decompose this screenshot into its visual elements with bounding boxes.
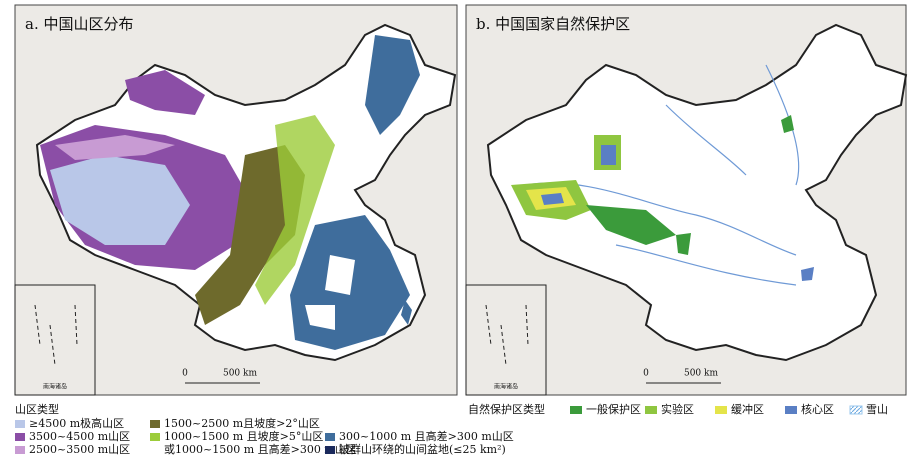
plain <box>305 255 355 330</box>
reserve-core <box>801 267 814 281</box>
legend-title: 自然保护区类型 <box>468 402 545 416</box>
inset <box>14 284 96 396</box>
panel-b: 南海诸岛 0 500 km b. 中国国家自然保护区 <box>465 4 907 396</box>
inset <box>465 284 547 396</box>
legend-swatch <box>645 406 657 414</box>
scale-label: 500 km <box>684 369 718 379</box>
legend-label: 核心区 <box>801 402 834 416</box>
legend-swatch <box>715 406 727 414</box>
legend-swatch <box>150 433 160 441</box>
panel-title: a. 中国山区分布 <box>25 15 133 33</box>
legend-label: 300~1000 m 且高差>300 m山区 <box>339 429 514 443</box>
scale-zero: 0 <box>643 369 649 379</box>
legend-swatch <box>785 406 797 414</box>
panel-a: 南海诸岛 0 500 km a. 中国山区分布 <box>14 4 458 396</box>
reserve-general <box>676 115 794 255</box>
legend-label: 或1000~1500 m 且高差>300 m山区 <box>164 442 357 456</box>
legend-label: 实验区 <box>661 402 694 416</box>
reserve-core <box>601 145 616 165</box>
legend-swatch <box>325 446 335 454</box>
legend-label: 2500~3500 m山区 <box>29 443 130 456</box>
legend-label: 一般保护区 <box>586 402 641 416</box>
legend-b: 自然保护区类型 一般保护区 实验区 缓冲区 核心区 雪山 <box>468 402 888 416</box>
legend-swatch <box>570 406 582 414</box>
legend-swatch <box>15 446 25 454</box>
scale-zero: 0 <box>182 369 188 379</box>
legend-swatch <box>15 433 25 441</box>
region-300 <box>365 35 420 135</box>
legend-label: 3500~4500 m山区 <box>29 430 130 443</box>
region-2500 <box>55 135 175 160</box>
river <box>525 64 800 286</box>
legend-swatch <box>849 405 863 415</box>
scale-label: 500 km <box>223 369 257 379</box>
legend-label: 缓冲区 <box>731 402 764 416</box>
region-4500 <box>50 155 190 245</box>
panel-title: b. 中国国家自然保护区 <box>476 15 630 33</box>
legend-swatch <box>15 420 25 428</box>
legend-title: 山区类型 <box>15 402 59 416</box>
legend-label: 被群山环绕的山间盆地(≤25 km²) <box>339 442 506 456</box>
region-1000 <box>255 115 335 305</box>
region-3500 <box>125 70 205 115</box>
reserve-core <box>541 193 564 205</box>
region-1500 <box>195 145 305 325</box>
legend-swatch <box>150 420 160 428</box>
legend-label: 雪山 <box>866 403 888 416</box>
island <box>401 300 412 325</box>
legend-swatch <box>325 433 335 441</box>
inset-label: 南海诸岛 <box>494 383 518 391</box>
legend-label: 1500~2500 m且坡度>2°山区 <box>164 416 320 430</box>
legend-label: 1000~1500 m 且坡度>5°山区 <box>164 429 323 443</box>
reserve-general <box>586 205 676 245</box>
inset-label: 南海诸岛 <box>43 383 67 391</box>
legend-label: ≥4500 m极高山区 <box>29 416 124 430</box>
